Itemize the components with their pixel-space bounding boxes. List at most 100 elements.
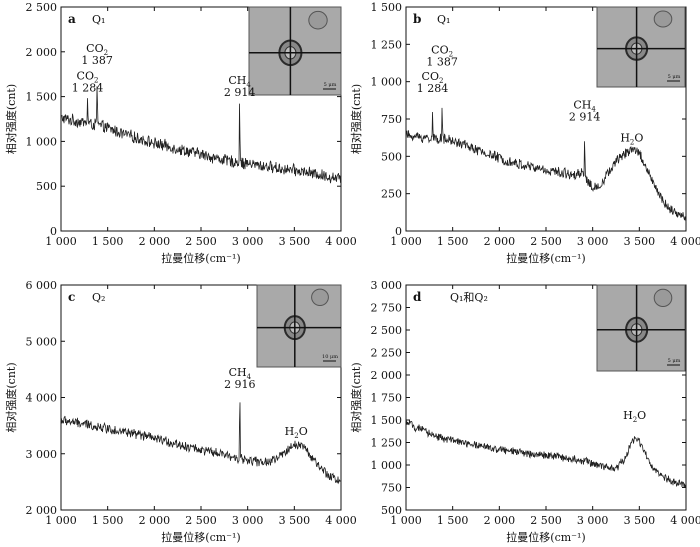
panel-letter: d — [413, 290, 422, 304]
peak-species-label: CO2 — [86, 42, 108, 57]
micrograph-inset: 5 μm — [248, 6, 342, 96]
x-tick-label: 1 000 — [45, 235, 77, 248]
y-axis-label: 相对强度(cnt) — [4, 84, 18, 154]
y-tick-label: 500 — [381, 150, 402, 163]
y-axis-label: 相对强度(cnt) — [349, 84, 363, 154]
y-tick-label: 3 000 — [26, 448, 58, 461]
peak-wavenumber-label: 2 914 — [224, 86, 256, 99]
neighbour-inclusion — [308, 10, 328, 30]
panel-c: 1 000 1 500 2 000 2 500 3 000 3 500 4 000 2 000… — [4, 279, 357, 544]
scale-bar-label: 10 μm — [322, 354, 338, 360]
micrograph-inset: 10 μm — [256, 284, 342, 368]
panel-d: 1 000 1 500 2 000 2 500 3 000 3 500 4 000 500 75… — [349, 279, 700, 544]
panel-a: 1 000 1 500 2 000 2 500 3 000 3 500 4 000 0 500 1… — [4, 1, 357, 265]
peak-species-subscript: 2 — [439, 77, 443, 85]
x-tick-label: 2 500 — [530, 514, 562, 527]
micrograph-inset: 5 μm — [596, 284, 686, 372]
x-tick-label: 2 000 — [139, 514, 171, 527]
axis-ticks: 1 000 1 500 2 000 2 500 3 000 3 500 4 000 2 000… — [26, 279, 357, 527]
x-tick-label: 2 000 — [484, 514, 516, 527]
y-tick-label: 1 000 — [371, 459, 403, 472]
sample-label: Q₁ — [437, 13, 450, 26]
y-tick-label: 2 500 — [26, 1, 58, 14]
scale-bar-label: 5 μm — [668, 74, 681, 80]
y-tick-label: 0 — [50, 225, 57, 238]
raman-spectrum-line — [60, 86, 342, 184]
peak-species-label: CO2 — [431, 43, 453, 58]
y-tick-label: 500 — [381, 504, 402, 517]
axis-ticks: 1 000 1 500 2 000 2 500 3 000 3 500 4 000 0 250 5… — [371, 1, 700, 248]
panel-b: 1 000 1 500 2 000 2 500 3 000 3 500 4 000 0 250 5… — [349, 1, 700, 265]
peak-species-label: H2O — [623, 409, 646, 424]
panel-letter: c — [68, 290, 75, 304]
y-tick-label: 750 — [381, 113, 402, 126]
y-tick-label: 5 000 — [26, 335, 58, 348]
y-tick-label: 500 — [36, 180, 57, 193]
peak-species-subscript: 4 — [591, 106, 596, 114]
peak-species-subscript: 4 — [246, 81, 251, 89]
peak-species-label: CO2 — [422, 70, 444, 85]
x-tick-label: 2 500 — [185, 235, 217, 248]
x-tick-label: 1 000 — [45, 514, 77, 527]
y-tick-label: 1 500 — [26, 91, 58, 104]
peak-species-label: CH4 — [229, 366, 252, 381]
x-tick-label: 1 500 — [437, 235, 469, 248]
y-tick-label: 3 000 — [371, 279, 403, 292]
peak-wavenumber-label: 1 284 — [417, 82, 449, 95]
panel-letter: b — [413, 12, 421, 26]
y-tick-label: 1 500 — [371, 1, 403, 14]
y-tick-label: 750 — [381, 482, 402, 495]
x-tick-label: 4 000 — [670, 514, 700, 527]
peak-wavenumber-label: 1 284 — [72, 82, 104, 95]
y-tick-label: 2 750 — [371, 302, 403, 315]
peak-wavenumber-label: 2 916 — [224, 378, 256, 391]
y-tick-label: 250 — [381, 188, 402, 201]
y-tick-label: 1 250 — [371, 38, 403, 51]
y-tick-label: 1 750 — [371, 392, 403, 405]
raman-spectrum-line — [60, 402, 342, 485]
x-tick-label: 1 500 — [437, 514, 469, 527]
y-tick-label: 2 000 — [26, 46, 58, 59]
y-tick-label: 2 500 — [371, 324, 403, 337]
peak-wavenumber-label: 1 387 — [81, 54, 113, 67]
neighbour-inclusion — [311, 288, 329, 306]
x-tick-label: 4 000 — [325, 235, 357, 248]
panel-letter: a — [68, 12, 76, 26]
peak-species-label: CH4 — [573, 99, 596, 114]
x-tick-label: 1 500 — [92, 235, 124, 248]
x-tick-label: 2 500 — [530, 235, 562, 248]
y-tick-label: 0 — [395, 225, 402, 238]
y-axis-label: 相对强度(cnt) — [4, 362, 18, 432]
micrograph-inset: 5 μm — [596, 6, 686, 88]
x-axis-label: 拉曼位移(cm⁻¹) — [161, 530, 240, 544]
x-axis-label: 拉曼位移(cm⁻¹) — [506, 530, 585, 544]
y-tick-label: 2 000 — [371, 369, 403, 382]
sample-label: Q₁和Q₂ — [450, 291, 488, 304]
x-tick-label: 3 500 — [624, 235, 656, 248]
peak-species-tail: O — [634, 131, 643, 144]
x-axis-label: 拉曼位移(cm⁻¹) — [506, 251, 585, 265]
sample-label: Q₁ — [92, 13, 105, 26]
x-tick-label: 1 500 — [92, 514, 124, 527]
x-tick-label: 2 000 — [139, 235, 171, 248]
y-tick-label: 1 250 — [371, 437, 403, 450]
x-tick-label: 3 500 — [279, 514, 311, 527]
peak-species-subscript: 2 — [294, 432, 298, 440]
peak-annotations: H2O — [623, 409, 646, 424]
y-tick-label: 1 500 — [371, 414, 403, 427]
x-tick-label: 2 500 — [185, 514, 217, 527]
peak-species-tail: O — [299, 425, 308, 438]
peak-species-label: H2O — [620, 131, 643, 146]
peak-wavenumber-label: 2 914 — [569, 111, 601, 124]
scale-bar-label: 5 μm — [668, 358, 681, 364]
peak-species-subscript: 2 — [449, 50, 453, 58]
axis-ticks: 1 000 1 500 2 000 2 500 3 000 3 500 4 000 0 500 1… — [26, 1, 357, 248]
sample-label: Q₂ — [92, 291, 105, 304]
y-tick-label: 4 000 — [26, 392, 58, 405]
raman-spectrum-line — [405, 419, 687, 488]
scale-bar-label: 5 μm — [324, 82, 337, 88]
peak-wavenumber-label: 1 387 — [426, 55, 458, 68]
